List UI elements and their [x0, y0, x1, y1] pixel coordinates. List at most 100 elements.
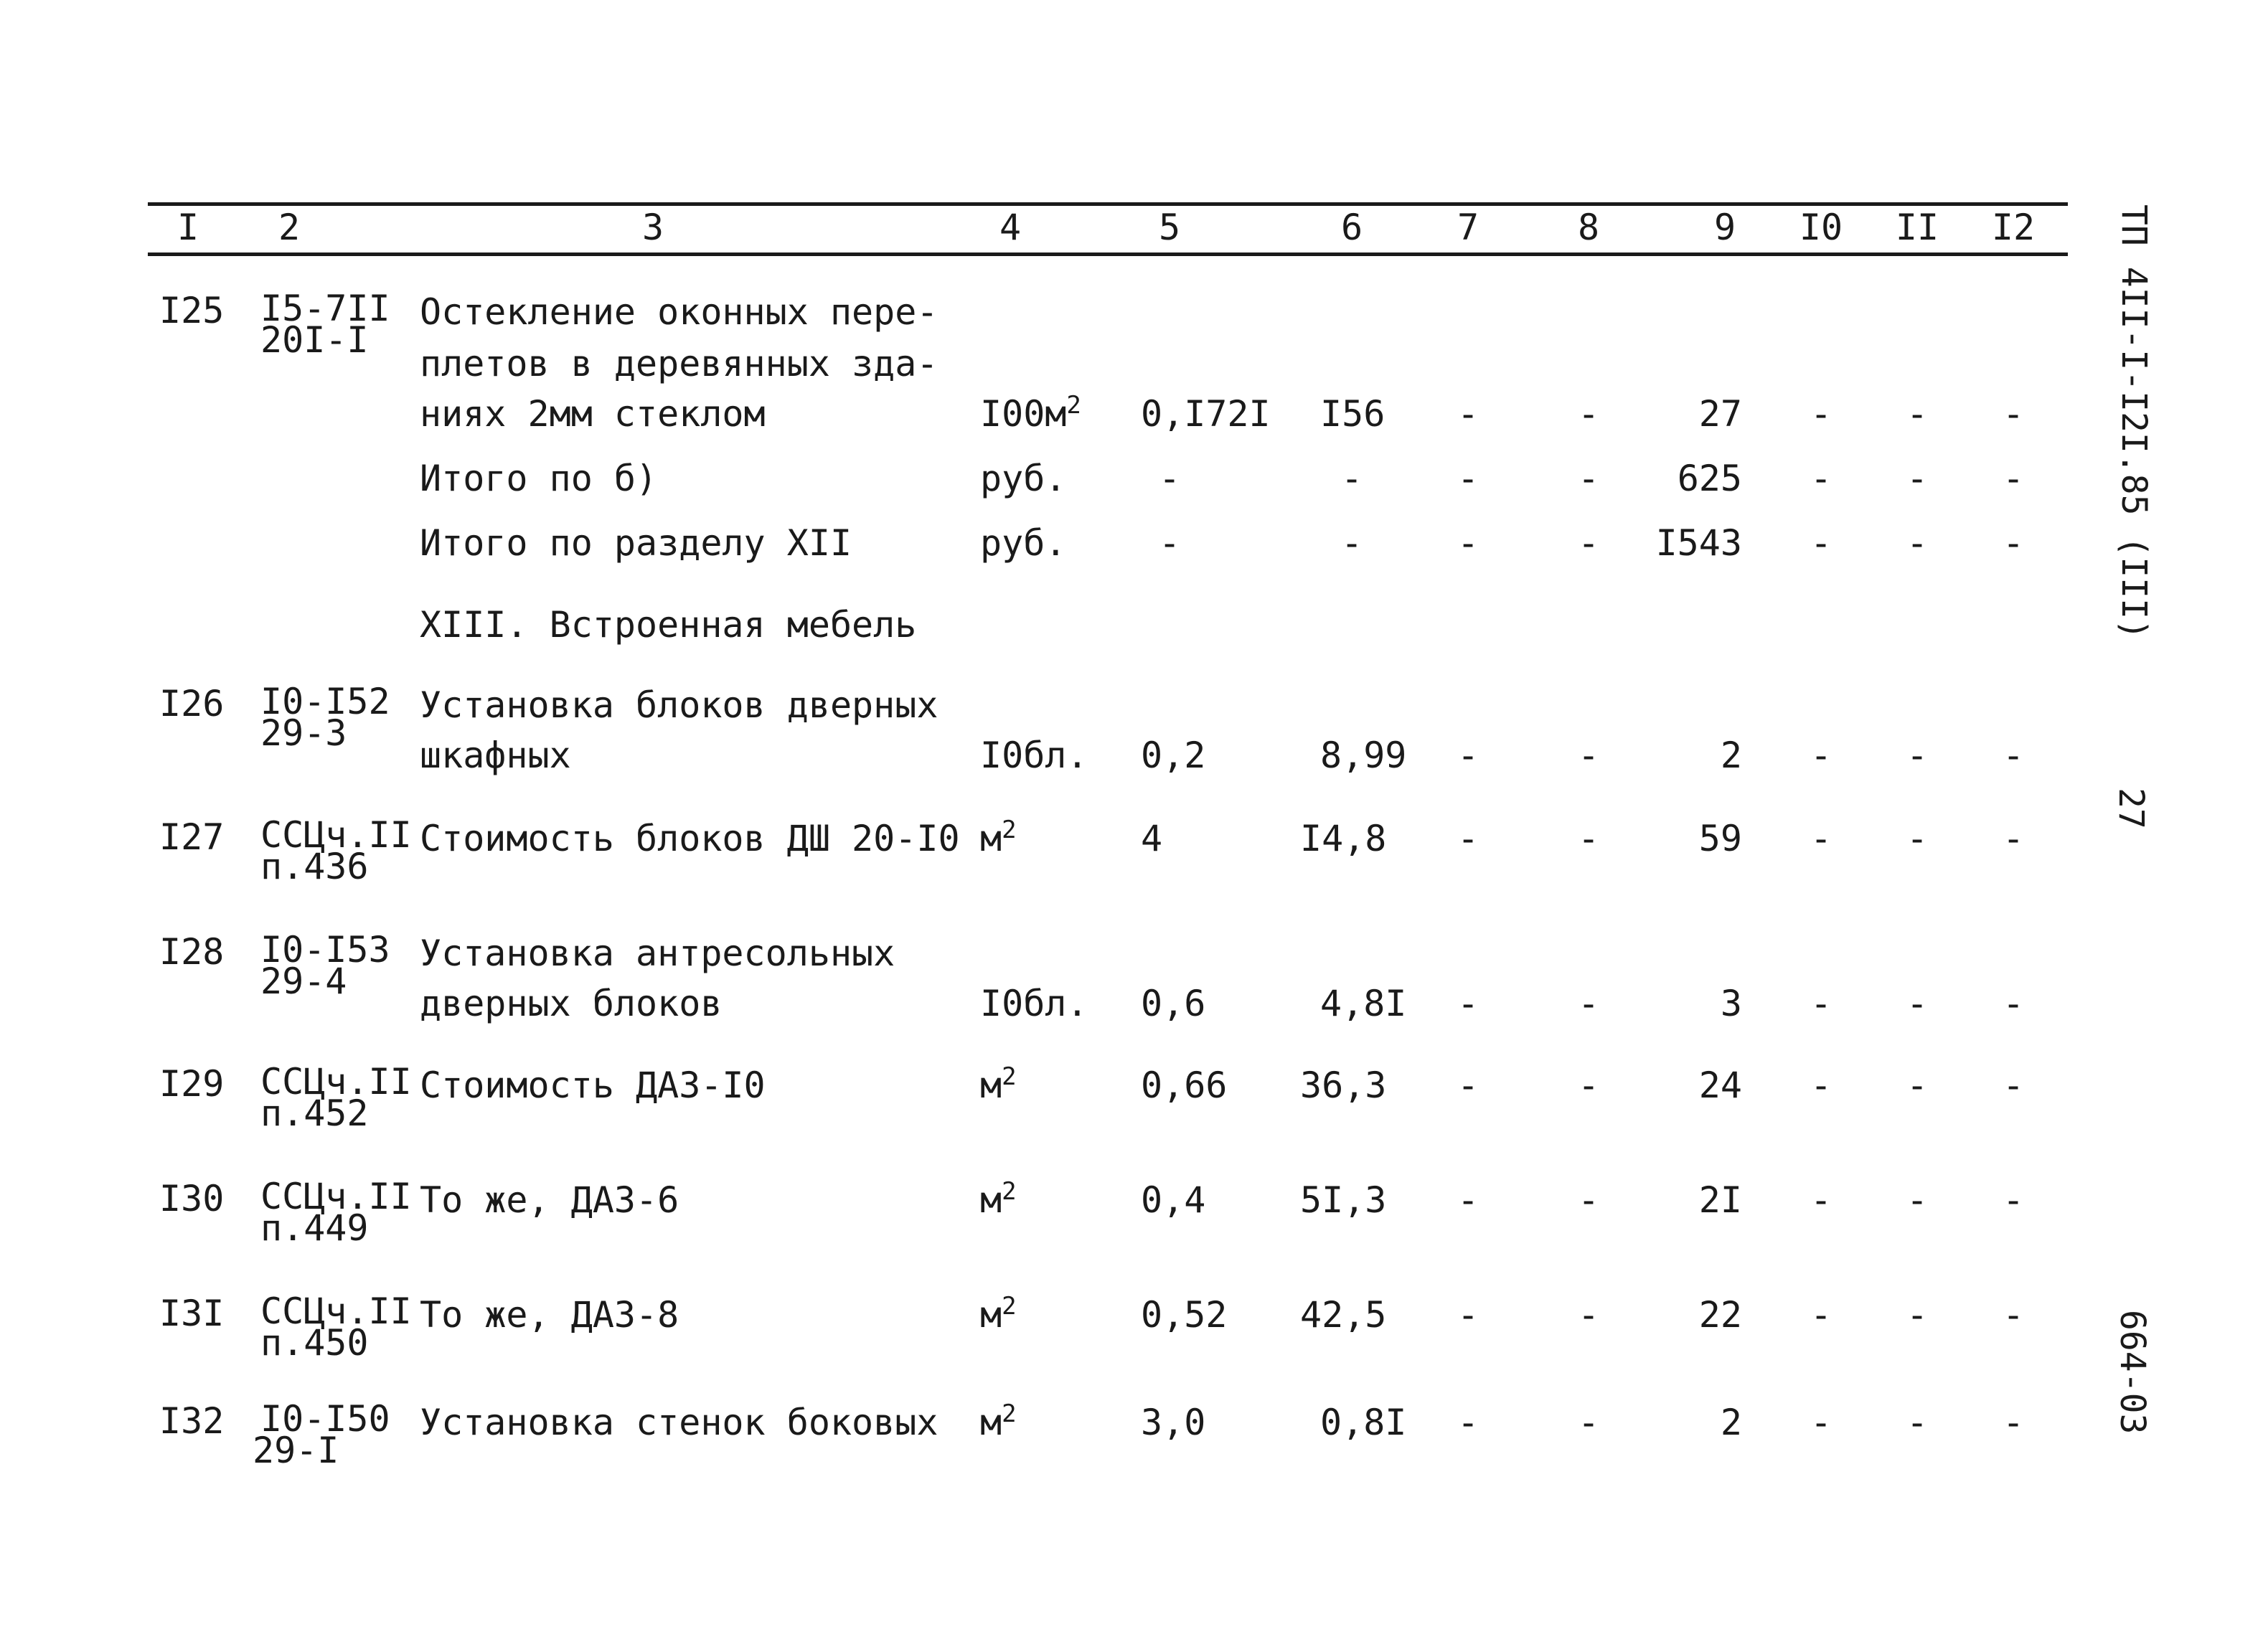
rate-code: 20I-I — [260, 319, 369, 361]
cell-col-8: - — [1577, 1065, 1600, 1106]
cell-col-7: - — [1457, 393, 1479, 435]
work-description: Установка блоков дверных — [420, 684, 938, 726]
rate-code: п.452 — [260, 1092, 369, 1134]
row-number: I32 — [159, 1400, 225, 1442]
cell-col-10: - — [1810, 735, 1832, 776]
unit: м2 — [980, 816, 1017, 859]
cell-col-11: - — [1906, 1065, 1929, 1106]
unit-price: 4,8I — [1320, 983, 1407, 1024]
total-cost: 24 — [1698, 1065, 1742, 1106]
cell-col-8: - — [1577, 1179, 1600, 1221]
rate-code: ССЦч.II — [260, 1061, 412, 1103]
work-description: дверных блоков — [420, 983, 723, 1024]
cell-col-10: - — [1810, 818, 1832, 859]
cell-col-12: - — [2002, 1294, 2025, 1336]
rate-code: I5-7II — [260, 288, 390, 329]
work-description: Остекление оконных пере- — [420, 291, 938, 333]
cell-col-12: - — [2002, 1065, 2025, 1106]
total-cost: 59 — [1698, 818, 1742, 859]
total-cost: I543 — [1655, 522, 1742, 564]
cell-col-12: - — [2002, 393, 2025, 435]
cell-col-11: - — [1906, 522, 1929, 564]
row-number: I26 — [159, 683, 225, 724]
cell-col-8: - — [1577, 983, 1600, 1024]
work-description: ниях 2мм стеклом — [420, 393, 766, 435]
cell-col-10: - — [1810, 1179, 1832, 1221]
unit-price: 0,8I — [1320, 1402, 1407, 1443]
document-code: ТП 4II-I-I2I.85 (III) — [2114, 204, 2154, 640]
section-heading: XIII. Встроенная мебель — [420, 604, 917, 646]
row-number: I29 — [159, 1063, 225, 1105]
row-number: I28 — [159, 931, 225, 973]
quantity: 0,52 — [1141, 1294, 1228, 1336]
column-header-6: 6 — [1340, 207, 1363, 248]
quantity: 0,66 — [1141, 1065, 1228, 1106]
page-number: 27 — [2111, 788, 2151, 829]
unit: м2 — [980, 1400, 1017, 1443]
cell-col-7: - — [1457, 458, 1479, 499]
rate-code: I0-I52 — [260, 681, 390, 722]
cell-col-7: - — [1457, 1294, 1479, 1336]
quantity: 0,I72I — [1141, 393, 1271, 435]
unit: руб. — [980, 522, 1067, 564]
unit: м2 — [980, 1292, 1017, 1336]
cell-col-12: - — [2002, 1179, 2025, 1221]
cell-col-12: - — [2002, 522, 2025, 564]
cell-col-11: - — [1906, 1402, 1929, 1443]
rate-code: I0-I50 — [260, 1398, 390, 1440]
total-cost: 2 — [1720, 1402, 1742, 1443]
unit-price: 5I,3 — [1300, 1179, 1387, 1221]
quantity: 3,0 — [1141, 1402, 1206, 1443]
quantity: - — [1158, 522, 1181, 564]
unit-price: - — [1340, 522, 1363, 564]
rate-code: п.436 — [260, 846, 369, 887]
cell-col-10: - — [1810, 1402, 1832, 1443]
column-header-1: I — [177, 207, 199, 248]
quantity: - — [1158, 458, 1181, 499]
cell-col-8: - — [1577, 1402, 1600, 1443]
unit-price: 8,99 — [1320, 735, 1407, 776]
cell-col-10: - — [1810, 393, 1832, 435]
cell-col-7: - — [1457, 1402, 1479, 1443]
cell-col-7: - — [1457, 1065, 1479, 1106]
rate-code: 29-3 — [260, 712, 347, 754]
rate-code: п.450 — [260, 1322, 369, 1364]
cell-col-10: - — [1810, 983, 1832, 1024]
rate-code: I0-I53 — [260, 929, 390, 971]
total-cost: 625 — [1677, 458, 1742, 499]
unit: I00м2 — [980, 391, 1081, 435]
cell-col-8: - — [1577, 522, 1600, 564]
sheet-code: 664-03 — [2112, 1310, 2153, 1435]
cell-col-12: - — [2002, 818, 2025, 859]
cell-col-7: - — [1457, 735, 1479, 776]
unit: I0бл. — [980, 983, 1088, 1024]
unit-price: I4,8 — [1300, 818, 1387, 859]
work-description: шкафных — [420, 735, 571, 776]
cell-col-11: - — [1906, 818, 1929, 859]
work-description: Установка антресольных — [420, 933, 895, 974]
row-number: I25 — [159, 290, 225, 331]
column-header-5: 5 — [1158, 207, 1181, 248]
column-header-2: 2 — [278, 207, 301, 248]
column-header-9: 9 — [1713, 207, 1736, 248]
rate-code: ССЦч.II — [260, 1176, 412, 1217]
work-description: То же, ДАЗ-6 — [420, 1179, 679, 1221]
work-description: Установка стенок боковых — [420, 1402, 938, 1443]
cell-col-12: - — [2002, 1402, 2025, 1443]
cell-col-12: - — [2002, 458, 2025, 499]
cell-col-11: - — [1906, 1179, 1929, 1221]
rate-code: п.449 — [260, 1207, 369, 1249]
column-header-3: 3 — [641, 207, 664, 248]
unit: I0бл. — [980, 735, 1088, 776]
unit-price: 42,5 — [1300, 1294, 1387, 1336]
total-cost: 2I — [1698, 1179, 1742, 1221]
total-cost: 27 — [1698, 393, 1742, 435]
unit: м2 — [980, 1062, 1017, 1106]
table-header-rule — [148, 252, 2068, 256]
unit-price: - — [1340, 458, 1363, 499]
section-total-label: Итого по разделу XII — [420, 522, 852, 564]
cell-col-8: - — [1577, 458, 1600, 499]
rate-code: 29-I — [253, 1430, 339, 1471]
column-header-4: 4 — [999, 207, 1022, 248]
